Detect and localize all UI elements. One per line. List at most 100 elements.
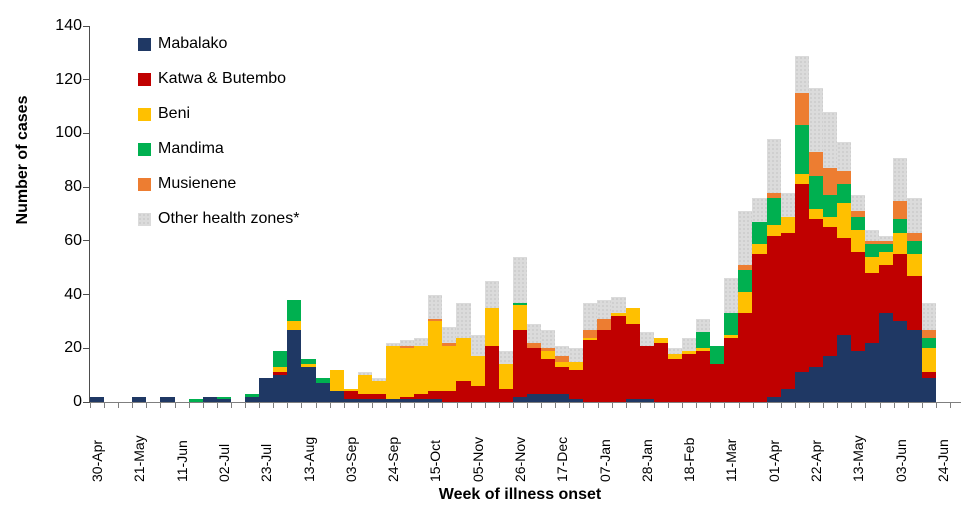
bar-segment <box>541 393 556 402</box>
x-axis-tick <box>865 403 867 408</box>
bar-segment <box>597 299 612 319</box>
bar-segment <box>766 138 781 193</box>
bar-segment <box>822 356 837 402</box>
bar-segment <box>808 367 823 402</box>
bar-segment <box>287 321 302 330</box>
x-axis-line <box>89 402 961 403</box>
x-axis-tick <box>484 403 486 408</box>
legend-swatch-icon <box>138 142 151 156</box>
bar-segment <box>822 168 837 196</box>
bar-column-11-Feb <box>667 26 682 402</box>
legend-swatch-icon <box>138 107 151 121</box>
x-axis-tick <box>907 403 909 408</box>
x-axis-tick <box>146 403 148 408</box>
bar-column-29-Apr <box>822 26 837 402</box>
bar-segment <box>385 345 401 400</box>
bar-segment <box>724 278 739 314</box>
bar-segment <box>724 334 739 338</box>
bar-column-04-Feb <box>653 26 668 402</box>
x-axis-tick <box>428 403 430 408</box>
bar-segment <box>498 351 513 365</box>
x-axis-tick <box>456 403 458 408</box>
y-tick-label: 100 <box>55 124 82 142</box>
bar-column-27-Aug <box>329 26 344 402</box>
bar-column-30-Apr <box>90 26 105 402</box>
bar-segment <box>555 356 570 362</box>
bar-segment <box>822 195 837 217</box>
y-axis-tick <box>83 401 90 403</box>
bar-segment <box>752 197 767 223</box>
bar-column-01-Apr <box>766 26 781 402</box>
x-axis-tick <box>400 403 402 408</box>
bar-segment <box>893 219 908 233</box>
bar-column-06-Aug <box>287 26 302 402</box>
x-axis-tick <box>273 403 275 408</box>
x-axis-tick <box>766 403 768 408</box>
x-axis-tick <box>682 403 684 408</box>
bar-segment <box>569 399 584 402</box>
x-axis-tick <box>555 403 557 408</box>
bar-segment <box>836 171 852 185</box>
bar-column-17-Jun <box>921 26 936 402</box>
bar-column-06-May <box>836 26 852 402</box>
x-axis-tick <box>935 403 937 408</box>
bar-segment <box>851 195 866 212</box>
bar-segment <box>132 396 147 402</box>
bar-segment <box>428 294 443 319</box>
bar-segment <box>808 219 823 368</box>
bar-segment <box>512 257 527 303</box>
bar-column-23-Jul <box>259 26 274 402</box>
bar-segment <box>470 385 485 402</box>
bar-segment <box>597 329 612 402</box>
bar-segment <box>696 318 711 333</box>
bar-column-16-Jul <box>245 26 260 402</box>
bar-segment <box>357 399 372 402</box>
x-tick-label: 11-Jun <box>173 440 190 482</box>
bar-segment <box>738 211 753 266</box>
bar-segment <box>752 222 767 244</box>
x-tick-label: 03-Sep <box>342 436 359 482</box>
bar-segment <box>681 337 697 351</box>
bar-segment <box>794 184 809 373</box>
bar-segment <box>414 399 429 402</box>
bar-segment <box>667 348 682 354</box>
bar-segment <box>385 399 401 402</box>
bar-segment <box>526 342 541 349</box>
bar-segment <box>611 313 626 317</box>
x-axis-tick <box>357 403 359 408</box>
bar-segment <box>794 125 809 174</box>
x-axis-tick <box>738 403 740 408</box>
bar-segment <box>907 197 922 233</box>
x-axis-tick <box>639 403 641 408</box>
y-axis-tick <box>83 25 90 27</box>
bar-segment <box>907 232 922 241</box>
legend-label: Other health zones* <box>158 210 300 227</box>
bar-column-15-Apr <box>794 26 809 402</box>
y-tick-label: 20 <box>64 339 82 357</box>
bar-segment <box>245 396 260 402</box>
bar-segment <box>428 321 443 392</box>
bar-segment <box>470 356 485 386</box>
bar-segment <box>780 192 795 217</box>
x-axis-tick <box>202 403 204 408</box>
x-axis-tick <box>188 403 190 408</box>
bar-segment <box>836 184 852 204</box>
x-axis-tick <box>611 403 613 408</box>
bar-column-21-May <box>132 26 147 402</box>
bar-segment <box>555 345 570 357</box>
bar-segment <box>893 157 908 201</box>
bar-segment <box>921 377 936 402</box>
bar-segment <box>400 345 415 349</box>
bar-segment <box>738 313 753 402</box>
bar-segment <box>879 243 894 252</box>
bar-segment <box>90 396 105 402</box>
bar-segment <box>357 393 372 400</box>
bar-column-24-Sep <box>385 26 401 402</box>
bar-segment <box>442 345 457 392</box>
x-axis-tick <box>724 403 726 408</box>
bar-segment <box>625 324 640 400</box>
bar-column-13-May <box>851 26 866 402</box>
bar-segment <box>385 342 401 346</box>
bar-segment <box>273 367 288 373</box>
bar-segment <box>639 345 654 400</box>
